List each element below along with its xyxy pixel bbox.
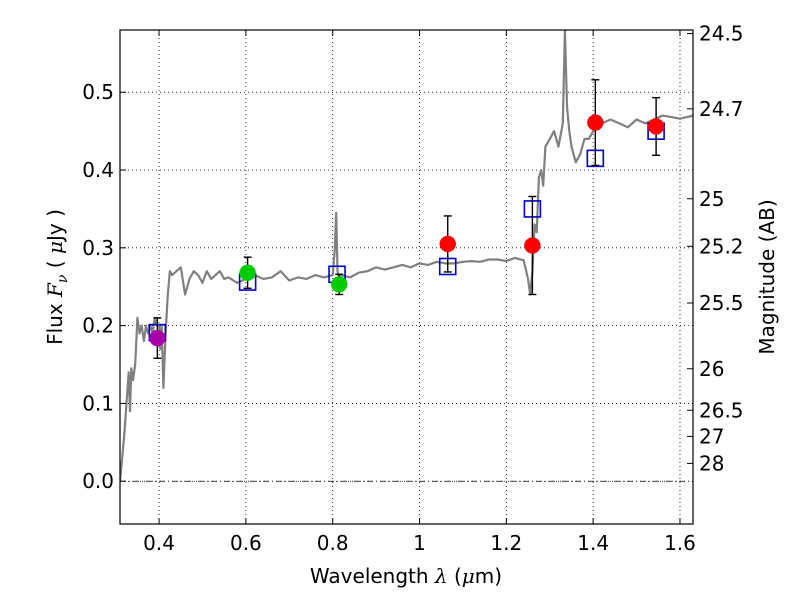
x-tick-label: 0.4 [143, 531, 175, 555]
tick-layer: 0.4 0.6 0.8 1 1.2 1.4 1.6 0.0 0.1 0.2 0.3 0.4 0.5 24.… [82, 22, 743, 555]
observed-red-point [647, 118, 665, 135]
plot-frame [119, 29, 694, 525]
mag-tick-label: 28 [699, 451, 724, 475]
x-tick-label: 1.6 [664, 531, 696, 555]
y-tick-label: 0.5 [82, 80, 114, 104]
observed-magenta-point [149, 329, 166, 347]
mag-tick-label: 27 [699, 424, 724, 448]
mag-tick-label: 25 [699, 187, 724, 211]
mag-tick-label: 26.5 [699, 398, 744, 422]
mag-tick-label: 24.5 [699, 22, 744, 46]
marker-layer [148, 79, 665, 359]
series-layer [120, 30, 693, 482]
mag-tick-label: 24.7 [699, 97, 744, 121]
y-tick-label: 0.0 [82, 469, 114, 493]
y-tick-label: 0.3 [82, 236, 114, 260]
y-tick-label: 0.2 [82, 314, 114, 338]
x-tick-label: 1.2 [490, 531, 522, 555]
mag-tick-label: 25.2 [699, 234, 744, 258]
mag-tick-label: 26 [699, 357, 724, 381]
observed-red-point [524, 237, 541, 254]
spectrum-line [120, 30, 693, 482]
y-axis-title: Flux Fν ( μJy ) [43, 209, 71, 345]
x-axis-title: Wavelength λ (μm) [310, 564, 502, 588]
x-tick-label: 0.6 [230, 531, 262, 555]
observed-red-point [587, 114, 604, 131]
observed-green-point [239, 264, 256, 281]
y2-axis-title: Magnitude (AB) [755, 199, 779, 354]
mag-tick-label: 25.5 [699, 291, 744, 315]
observed-green-point [330, 276, 348, 293]
observed-red-point [439, 235, 456, 253]
x-tick-label: 1 [413, 531, 426, 555]
x-tick-label: 1.4 [577, 531, 609, 555]
x-tick-label: 0.8 [317, 531, 349, 555]
grid [120, 30, 693, 524]
y-tick-label: 0.1 [82, 391, 114, 415]
y-tick-label: 0.4 [82, 158, 114, 182]
